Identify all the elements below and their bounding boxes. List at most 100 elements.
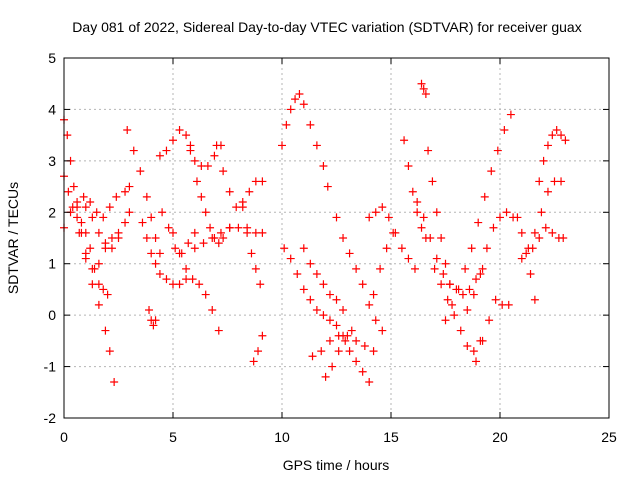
data-point	[184, 239, 193, 248]
data-point	[192, 177, 201, 186]
series-track-08	[145, 306, 160, 330]
data-point	[86, 198, 95, 206]
data-point	[155, 151, 164, 160]
x-tick-label: 20	[492, 429, 508, 445]
data-point	[439, 270, 448, 278]
data-point	[432, 254, 441, 263]
data-point	[437, 234, 446, 242]
data-point	[258, 177, 267, 186]
series-track-22	[321, 326, 356, 381]
data-point	[299, 244, 308, 253]
data-point	[306, 120, 315, 129]
data-point	[413, 208, 422, 217]
data-point	[417, 223, 426, 232]
series-track-32	[463, 208, 518, 314]
data-point	[101, 326, 110, 335]
data-point	[103, 290, 112, 299]
data-point	[458, 290, 467, 299]
y-tick-label: 2	[48, 204, 56, 220]
data-point	[94, 259, 103, 268]
data-point	[371, 316, 380, 325]
data-point	[81, 203, 90, 212]
data-point	[506, 110, 515, 119]
data-point	[339, 234, 348, 242]
data-point	[526, 270, 535, 278]
points-layer	[60, 79, 570, 386]
ticks-layer: 0 5 10 15 20 25 -2 -1 0 1 2 3 4 5	[44, 50, 617, 445]
data-point	[485, 316, 494, 325]
data-point	[99, 285, 108, 294]
data-point	[461, 264, 470, 273]
data-point	[110, 378, 119, 386]
data-point	[474, 218, 483, 227]
data-point	[419, 213, 428, 222]
data-point	[317, 347, 326, 356]
data-point	[548, 131, 557, 140]
data-point	[219, 167, 228, 176]
series-track-14	[192, 177, 234, 248]
data-point	[437, 280, 446, 289]
data-point	[334, 347, 343, 356]
data-point	[478, 336, 487, 345]
data-point	[280, 244, 289, 253]
data-point	[517, 254, 526, 263]
data-point	[465, 285, 474, 294]
data-point	[245, 187, 254, 196]
series-track-31	[441, 110, 515, 325]
series-track-26	[400, 136, 430, 242]
series-track-37	[528, 223, 568, 253]
data-point	[112, 192, 121, 201]
data-point	[365, 213, 374, 222]
data-point	[286, 254, 295, 263]
data-point	[376, 264, 385, 273]
data-point	[478, 264, 487, 273]
data-point	[216, 228, 225, 237]
data-point	[358, 280, 367, 289]
data-point	[365, 300, 374, 309]
data-point	[548, 228, 557, 237]
data-point	[421, 90, 430, 98]
data-point	[400, 136, 409, 145]
data-point	[88, 264, 97, 273]
data-point	[382, 244, 391, 253]
x-tick-label: 25	[601, 429, 617, 445]
data-point	[502, 208, 511, 217]
data-point	[234, 223, 243, 232]
data-point	[432, 208, 441, 217]
y-tick-label: 1	[48, 256, 56, 272]
data-point	[404, 254, 413, 263]
data-point	[158, 208, 167, 217]
data-point	[188, 275, 197, 284]
data-point	[345, 249, 354, 258]
data-point	[151, 259, 160, 268]
data-point	[101, 239, 110, 248]
data-point	[365, 378, 374, 386]
data-point	[448, 300, 457, 309]
data-point	[107, 244, 116, 253]
data-point	[291, 95, 300, 104]
data-point	[528, 244, 537, 253]
data-point	[476, 270, 485, 278]
data-point	[249, 357, 258, 366]
data-point	[312, 306, 321, 314]
data-point	[306, 259, 315, 268]
data-point	[258, 331, 267, 340]
series-track-02	[60, 172, 112, 299]
data-point	[125, 208, 134, 217]
series-track-33	[472, 295, 513, 366]
data-point	[151, 316, 160, 325]
data-point	[384, 213, 393, 222]
data-point	[450, 311, 459, 320]
data-point	[513, 213, 522, 222]
series-track-27	[417, 79, 430, 98]
data-point	[312, 141, 321, 150]
x-tick-label: 0	[60, 429, 68, 445]
data-point	[105, 347, 114, 356]
data-point	[339, 306, 348, 314]
data-point	[64, 187, 73, 196]
data-point	[199, 239, 208, 248]
data-point	[500, 126, 509, 134]
data-point	[328, 362, 337, 371]
